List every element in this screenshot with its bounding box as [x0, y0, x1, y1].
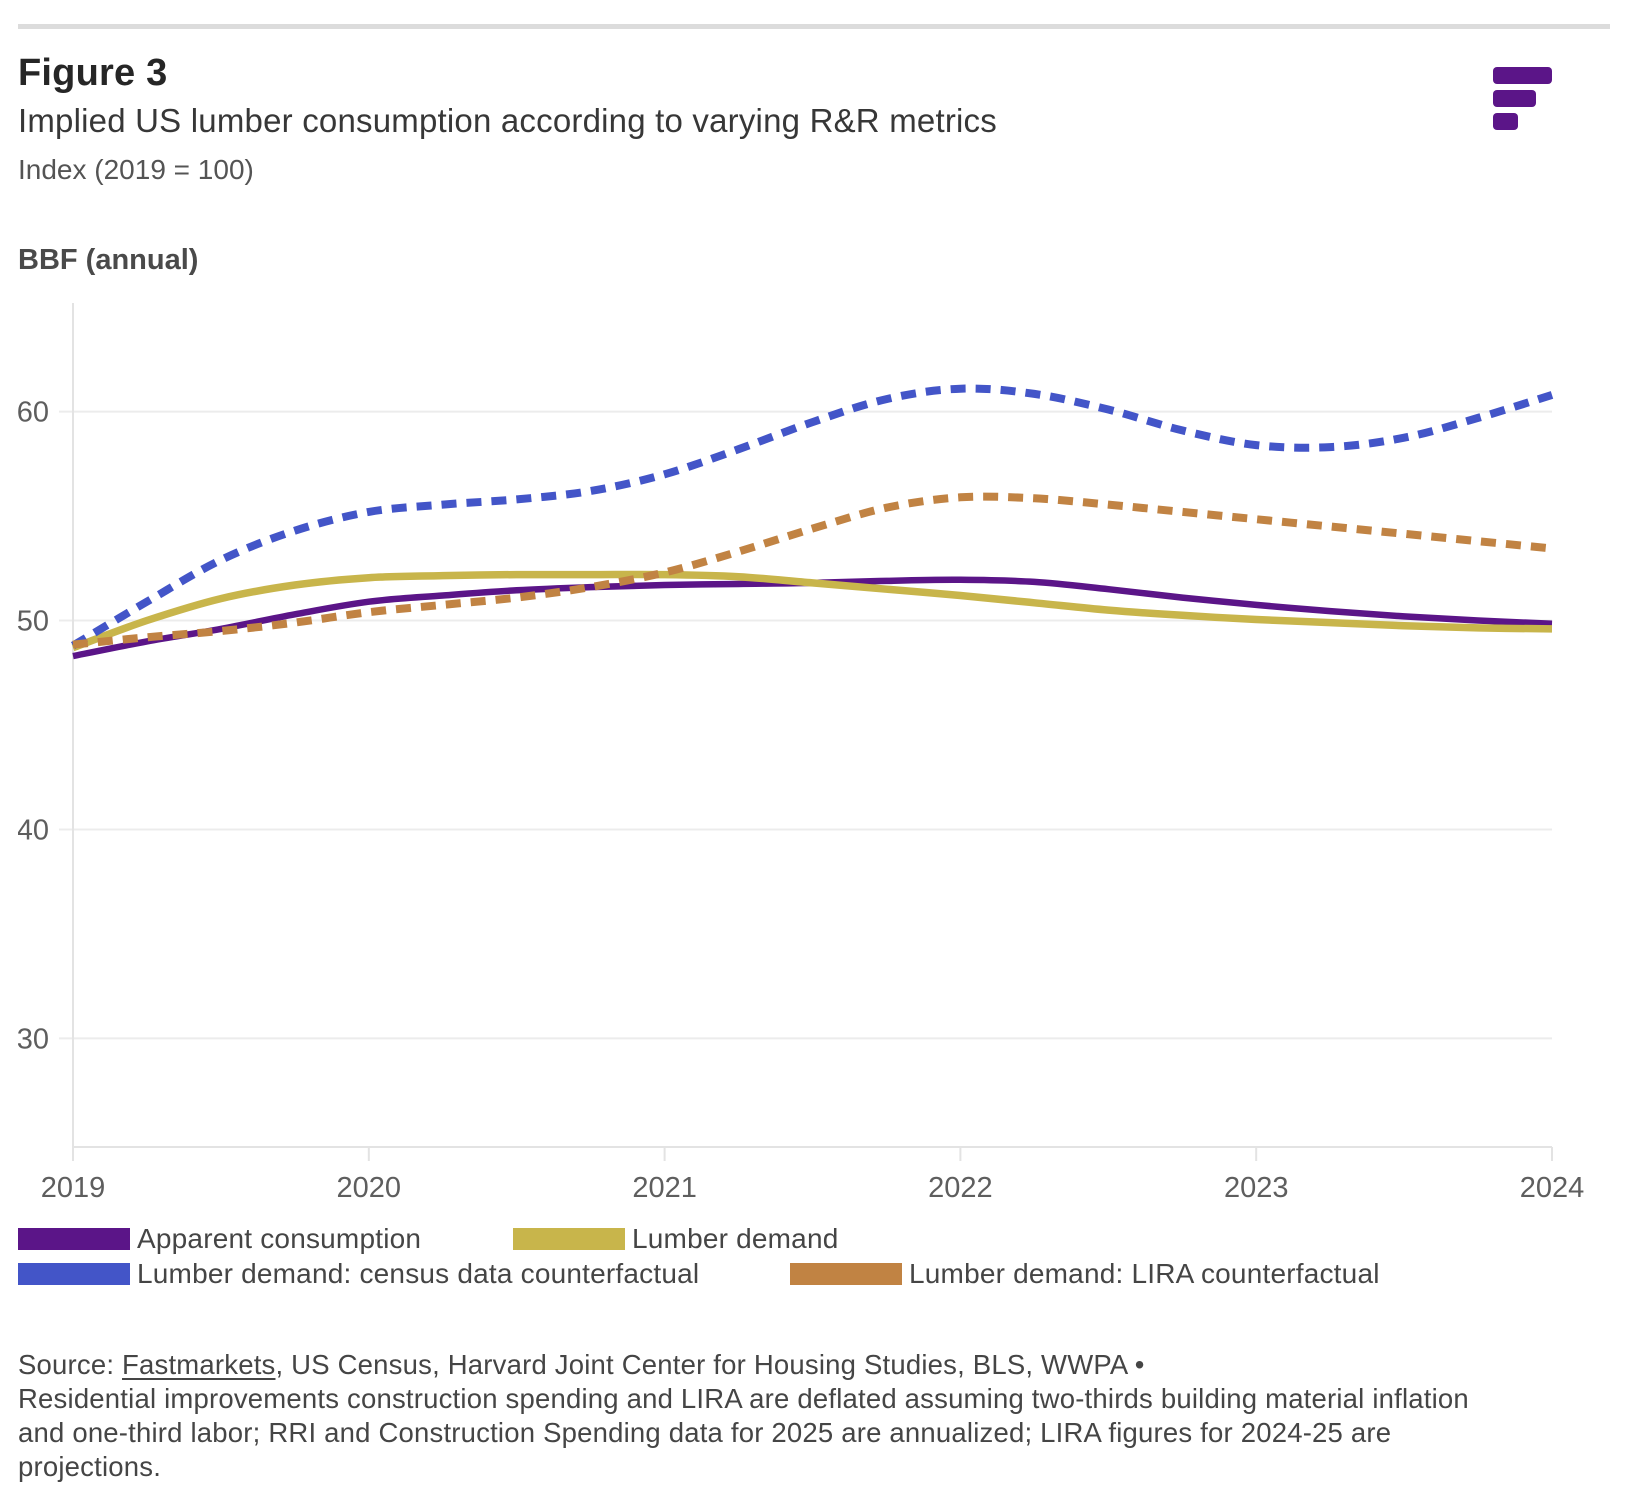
legend-item-lira-counterfactual: Lumber demand: LIRA counterfactual — [790, 1258, 1380, 1289]
top-divider-rule — [18, 24, 1610, 29]
svg-text:2021: 2021 — [632, 1172, 697, 1204]
chart-title: Implied US lumber consumption according … — [18, 102, 997, 139]
source-line-3: and one-third labor; RRI and Constructio… — [18, 1417, 1392, 1448]
logo-bar-icon — [1493, 67, 1552, 84]
source-line-2: Residential improvements construction sp… — [18, 1383, 1469, 1414]
legend-swatch-orange — [790, 1263, 902, 1285]
legend-swatch-purple — [18, 1228, 130, 1250]
svg-text:30: 30 — [18, 1023, 49, 1055]
fastmarkets-link[interactable]: Fastmarkets — [122, 1349, 276, 1380]
source-note: Source: Fastmarkets, US Census, Harvard … — [18, 1348, 1614, 1484]
logo-bar-icon — [1493, 113, 1518, 130]
legend-item-apparent-consumption: Apparent consumption — [18, 1223, 421, 1254]
source-line-1: Source: Fastmarkets, US Census, Harvard … — [18, 1348, 1614, 1382]
index-note: Index (2019 = 100) — [18, 154, 254, 185]
legend-item-lumber-demand: Lumber demand — [513, 1223, 839, 1254]
chart-area: 30 40 50 60 2019 2020 2021 2022 2023 2024 — [17, 288, 1628, 1208]
legend-swatch-yellow — [513, 1228, 625, 1250]
legend-label: Lumber demand: LIRA counterfactual — [909, 1258, 1380, 1289]
svg-text:2022: 2022 — [928, 1172, 993, 1204]
svg-text:2023: 2023 — [1224, 1172, 1289, 1204]
figure-label: Figure 3 — [18, 52, 168, 94]
line-chart: 30 40 50 60 2019 2020 2021 2022 2023 2024 — [17, 303, 1585, 1204]
legend-label: Lumber demand — [632, 1223, 839, 1254]
svg-text:40: 40 — [18, 814, 49, 846]
source-line-4: projections. — [18, 1451, 162, 1482]
svg-text:50: 50 — [18, 606, 49, 638]
logo-bar-icon — [1493, 90, 1536, 107]
legend-swatch-blue — [18, 1263, 130, 1285]
svg-text:60: 60 — [18, 397, 49, 429]
legend-label: Apparent consumption — [137, 1223, 422, 1254]
source-prefix: Source: — [18, 1349, 123, 1380]
source-line1-rest: , US Census, Harvard Joint Center for Ho… — [275, 1349, 1145, 1380]
legend-item-census-counterfactual: Lumber demand: census data counterfactua… — [18, 1258, 699, 1289]
svg-text:2024: 2024 — [1520, 1172, 1585, 1204]
svg-text:2019: 2019 — [41, 1172, 106, 1204]
fastmarkets-logo — [1493, 67, 1553, 131]
y-axis-unit-label: BBF (annual) — [18, 244, 199, 276]
legend-label: Lumber demand: census data counterfactua… — [137, 1258, 700, 1289]
svg-text:2020: 2020 — [337, 1172, 402, 1204]
